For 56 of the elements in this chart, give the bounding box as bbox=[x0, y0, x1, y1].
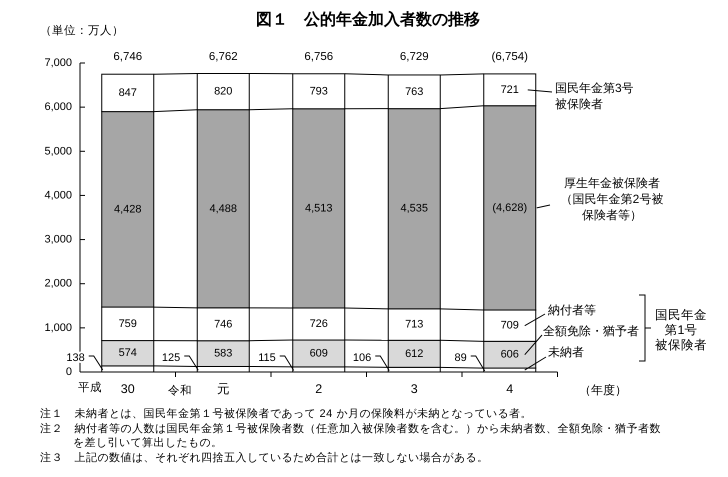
y-tick-label: 7,000 bbox=[44, 57, 72, 69]
data-label: 4,535 bbox=[400, 202, 428, 215]
data-label: 709 bbox=[500, 320, 519, 332]
legend-label: 厚生年金被保険者（国民年金第2号被保険者等） bbox=[560, 176, 664, 222]
data-label: 612 bbox=[405, 348, 424, 360]
x-tick-label: 30 bbox=[120, 382, 135, 396]
data-label: 820 bbox=[214, 86, 232, 98]
text: 注１ 未納者とは、国民年金第１号被保険者であって 24 か月の保険料が未納となっている者。 bbox=[40, 407, 533, 422]
data-label: 713 bbox=[405, 318, 424, 331]
y-tick-label: 6,000 bbox=[44, 101, 72, 114]
data-label: 726 bbox=[310, 318, 328, 330]
text: 注３ 上記の数値は、それぞれ四捨五入しているため合計とは一致しない場合がある。 bbox=[40, 451, 490, 466]
data-label: 115 bbox=[258, 352, 276, 364]
data-label: 847 bbox=[118, 86, 137, 99]
data-label: 574 bbox=[118, 347, 137, 360]
x-tick-label: 3 bbox=[410, 382, 418, 396]
y-tick-label: 3,000 bbox=[44, 234, 72, 246]
y-tick-label: 0 bbox=[66, 366, 72, 378]
data-label: 4,488 bbox=[209, 202, 238, 215]
y-tick-label: 2,000 bbox=[44, 278, 72, 290]
x-axis-title: （年度） bbox=[579, 383, 627, 397]
x-tick-label: 2 bbox=[315, 382, 322, 396]
text: 平成 bbox=[78, 381, 102, 394]
data-label: 4,428 bbox=[114, 203, 142, 216]
total-label: (6,754) bbox=[492, 51, 528, 63]
total-label: 6,762 bbox=[208, 51, 238, 63]
data-label: 606 bbox=[500, 348, 519, 361]
legend-label: 未納者 bbox=[548, 345, 584, 359]
text: 注２ 納付者等の人数は国民年金第１号被保険者数（任意加入被保険者数を含む。）から未納者数、全額免除・猶予者数を差し引いて算出したもの。 bbox=[40, 422, 662, 452]
text: 国民年金第1号被保険者 bbox=[655, 308, 707, 352]
data-label: 746 bbox=[214, 318, 232, 330]
y-tick-label: 4,000 bbox=[44, 189, 72, 202]
data-label: 721 bbox=[500, 84, 519, 96]
data-label: 106 bbox=[352, 352, 372, 364]
series-label: 全額免除・猶予者 bbox=[543, 324, 639, 338]
data-label: (4,628) bbox=[492, 202, 528, 214]
data-label: 763 bbox=[405, 86, 424, 98]
data-label: 4,513 bbox=[304, 202, 333, 214]
total-label: 6,729 bbox=[400, 51, 429, 63]
data-label: 583 bbox=[214, 348, 232, 360]
data-label: 125 bbox=[162, 352, 180, 364]
total-label: 6,756 bbox=[304, 51, 334, 63]
series-label: 納付者等 bbox=[548, 303, 596, 317]
y-tick-label: 5,000 bbox=[44, 145, 72, 158]
data-label: 793 bbox=[310, 85, 328, 98]
x-tick-label: 元 bbox=[216, 382, 230, 396]
total-label: 6,746 bbox=[113, 51, 142, 63]
data-label: 89 bbox=[454, 352, 467, 364]
y-tick-label: 1,000 bbox=[44, 322, 72, 334]
text: 令和 bbox=[168, 384, 192, 397]
x-tick-label: 4 bbox=[506, 382, 514, 396]
legend-label: 国民年金第3号被保険者 bbox=[555, 81, 634, 111]
data-label: 609 bbox=[310, 347, 328, 360]
data-label: 759 bbox=[118, 318, 137, 330]
y-axis-title: （単位：万人） bbox=[40, 24, 124, 37]
chart-title: 図１ 公的年金加入者数の推移 bbox=[256, 10, 480, 28]
